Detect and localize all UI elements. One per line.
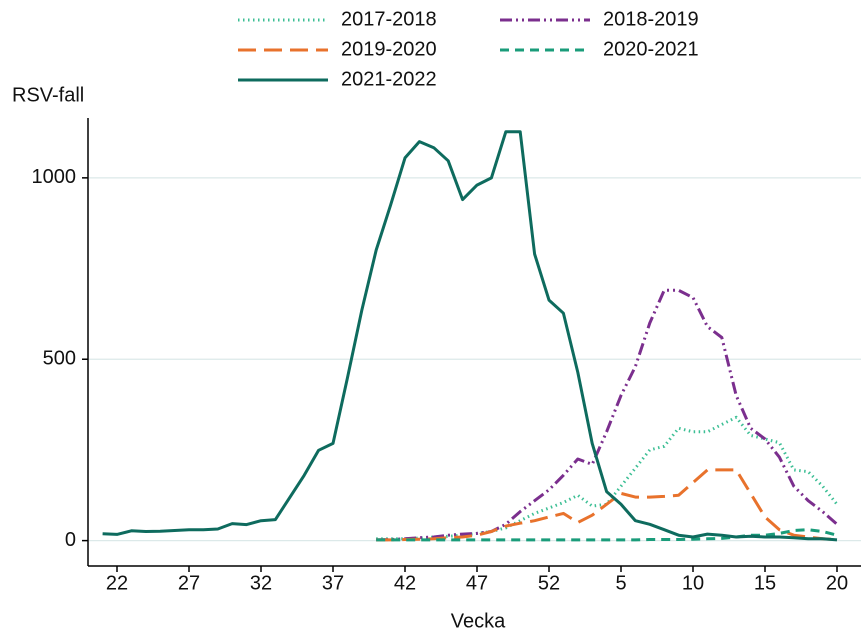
x-tick-label: 22: [106, 572, 128, 594]
x-tick-label: 27: [178, 572, 200, 594]
x-tick-label: 37: [322, 572, 344, 594]
x-tick-label: 10: [682, 572, 704, 594]
x-tick-label: 42: [394, 572, 416, 594]
legend-label: 2017-2018: [341, 8, 437, 30]
y-tick-label: 500: [43, 348, 76, 370]
x-tick-label: 52: [538, 572, 560, 594]
legend-label: 2020-2021: [603, 38, 699, 60]
series-line: [376, 528, 838, 542]
legend-label: 2018-2019: [603, 8, 699, 30]
x-tick-label: 47: [466, 572, 488, 594]
y-tick-label: 1000: [32, 166, 77, 188]
legend-label: 2019-2020: [341, 38, 437, 60]
legend-label: 2021-2022: [341, 68, 437, 90]
x-tick-label: 15: [754, 572, 776, 594]
series-line: [376, 288, 838, 542]
x-tick-label: 32: [250, 572, 272, 594]
x-axis-label: Vecka: [451, 610, 506, 632]
y-axis-label: RSV-fall: [12, 84, 84, 106]
series-line: [376, 468, 838, 542]
y-tick-label: 0: [65, 529, 76, 551]
series-line: [102, 130, 838, 542]
x-tick-label: 5: [615, 572, 626, 594]
x-tick-label: 20: [826, 572, 848, 594]
